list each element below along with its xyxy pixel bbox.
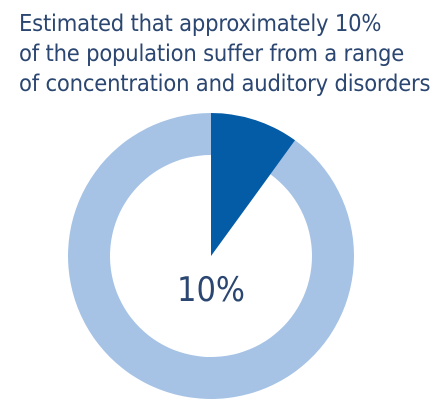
chart-title-line-1: Estimated that approximately 10% xyxy=(19,9,382,37)
chart-title-line-2: of the population suffer from a range xyxy=(19,39,405,67)
chart-title: Estimated that approximately 10% of the … xyxy=(19,8,431,98)
donut-slice-2 xyxy=(67,113,354,399)
donut-slices xyxy=(67,113,354,399)
donut-slice-1 xyxy=(211,113,296,256)
chart-title-line-3: of concentration and auditory disorders xyxy=(19,69,431,97)
donut-center-label: 10% xyxy=(177,270,245,310)
